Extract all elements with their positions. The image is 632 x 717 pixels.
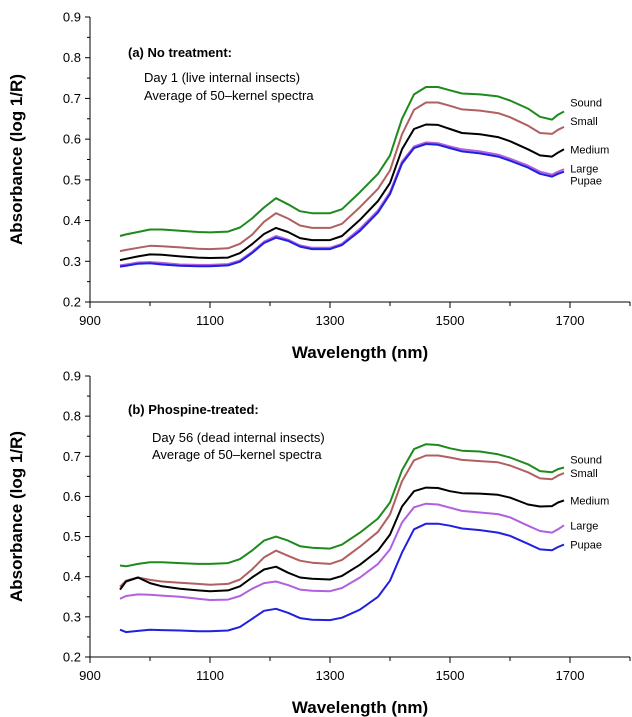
x-tick-label: 1300 — [316, 313, 345, 328]
y-axis-title: Absorbance (log 1/R) — [7, 74, 26, 245]
y-tick-label: 0.9 — [63, 10, 81, 25]
series-line-pupae — [119, 143, 565, 268]
y-tick-label: 0.3 — [63, 254, 81, 269]
y-tick-label: 0.4 — [63, 213, 81, 228]
series-label-sound: Sound — [570, 97, 602, 109]
y-tick-label: 0.9 — [63, 369, 81, 384]
series-line-small — [119, 454, 565, 588]
y-tick-label: 0.5 — [63, 529, 81, 544]
y-tick-label: 0.7 — [63, 449, 81, 464]
series-line-large — [119, 502, 565, 601]
y-tick-label: 0.2 — [63, 295, 81, 310]
x-tick-label: 1700 — [556, 313, 585, 328]
series-label-large: Large — [570, 163, 598, 175]
series-line-sound — [119, 86, 565, 237]
y-tick-label: 0.8 — [63, 50, 81, 65]
x-axis-title: Wavelength (nm) — [292, 343, 428, 362]
chart-panel-a: 0.2 0.3 0.4 0.5 0.6 0.7 0.8 0.9 900 1100 1300 1500 1… — [7, 10, 631, 362]
series-line-medium — [119, 486, 565, 593]
y-tick-label: 0.6 — [63, 489, 81, 504]
series-line-pupae — [119, 522, 565, 634]
series-label-medium: Medium — [570, 144, 609, 156]
y-tick-label: 0.6 — [63, 132, 81, 147]
series-label-pupae: Pupae — [570, 540, 602, 552]
axes-frame — [89, 376, 630, 658]
x-tick-label: 1500 — [436, 313, 465, 328]
x-tick-label: 1500 — [436, 668, 465, 683]
series-line-small — [119, 101, 565, 253]
panel-note: Average of 50–kernel spectra — [144, 88, 314, 103]
series-label-sound: Sound — [570, 455, 602, 467]
x-tick-label: 1100 — [196, 668, 224, 683]
x-tick-label: 1700 — [556, 668, 585, 683]
x-axis-title: Wavelength (nm) — [292, 698, 428, 717]
series-label-pupae: Pupae — [570, 176, 602, 188]
panel-title: (a) No treatment: — [128, 45, 232, 60]
panel-title: (b) Phospine-treated: — [128, 402, 259, 417]
y-tick-label: 0.4 — [63, 569, 81, 584]
y-tick-label: 0.2 — [63, 650, 81, 665]
y-tick-label: 0.3 — [63, 609, 81, 624]
x-tick-label: 1100 — [196, 313, 224, 328]
y-axis-title: Absorbance (log 1/R) — [7, 431, 26, 602]
series-line-medium — [119, 123, 565, 262]
series-label-large: Large — [570, 520, 598, 532]
panel-note: Day 1 (live internal insects) — [144, 70, 300, 85]
series-line-sound — [119, 443, 565, 568]
series-label-small: Small — [570, 116, 598, 128]
panel-note: Day 56 (dead internal insects) — [152, 430, 325, 445]
x-tick-label: 900 — [79, 668, 101, 683]
chart-panel-b: 0.2 0.3 0.4 0.5 0.6 0.7 0.8 0.9 900 1100 1300 1500 1… — [7, 369, 631, 717]
panel-note: Average of 50–kernel spectra — [152, 447, 322, 462]
y-tick-label: 0.8 — [63, 409, 81, 424]
series-label-medium: Medium — [570, 495, 609, 507]
y-tick-label: 0.7 — [63, 91, 81, 106]
series-label-small: Small — [570, 468, 598, 480]
y-tick-label: 0.5 — [63, 172, 81, 187]
x-tick-label: 900 — [79, 313, 101, 328]
x-tick-label: 1300 — [316, 668, 345, 683]
